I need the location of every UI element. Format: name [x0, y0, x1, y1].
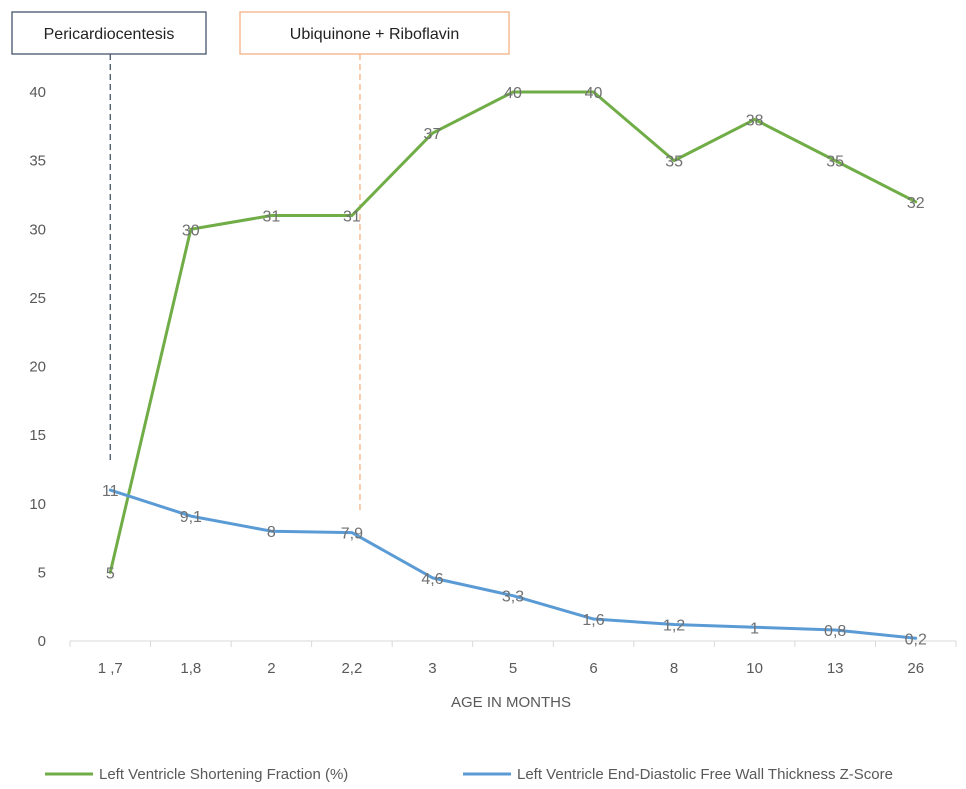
data-label: 35	[826, 154, 844, 171]
data-label: 11	[102, 483, 119, 500]
x-tick-label: 3	[428, 660, 436, 677]
data-label: 37	[424, 126, 442, 143]
data-label: 3,3	[502, 589, 524, 606]
data-label: 32	[907, 195, 925, 212]
x-tick-label: 2	[267, 660, 275, 677]
annotation-label: Pericardiocentesis	[44, 26, 175, 43]
y-tick-label: 25	[29, 290, 46, 307]
data-label: 1	[750, 620, 759, 637]
annotation-box	[11, 11, 207, 55]
y-tick-label: 20	[29, 359, 46, 376]
data-label: 1,6	[582, 612, 604, 629]
x-tick-label: 26	[907, 660, 924, 677]
y-axis: 0 5 10 15 20 25 30 35 40	[29, 84, 46, 650]
data-label: 35	[665, 154, 683, 171]
y-tick-label: 35	[29, 153, 46, 170]
data-label: 30	[182, 222, 200, 239]
series-lines	[108, 90, 918, 640]
legend: Left Ventricle Shortening Fraction (%) Le…	[45, 766, 893, 783]
x-axis: 1 ,7 1,8 2 2,2 3 5 6 8 10 13 26	[69, 641, 957, 677]
x-axis-title: AGE IN MONTHS	[451, 694, 571, 711]
data-label: 1,2	[663, 618, 685, 635]
data-label: 40	[585, 85, 603, 102]
annotations: Pericardiocentesis Ubiquinone + Riboflavi…	[11, 11, 510, 511]
y-tick-label: 0	[38, 633, 46, 650]
x-tick-label: 8	[670, 660, 678, 677]
legend-label: Left Ventricle End-Diastolic Free Wall T…	[517, 766, 893, 783]
y-tick-label: 15	[29, 427, 46, 444]
data-label: 8	[267, 524, 276, 541]
x-tick-label: 10	[746, 660, 763, 677]
data-label: 0,2	[905, 631, 927, 648]
data-label: 4,6	[421, 571, 443, 588]
data-label: 31	[262, 209, 280, 226]
data-label: 38	[746, 112, 764, 129]
y-tick-label: 40	[29, 84, 46, 101]
data-label: 31	[343, 209, 361, 226]
x-tick-label: 5	[509, 660, 517, 677]
x-tick-label: 1 ,7	[98, 660, 123, 677]
x-tick-label: 13	[827, 660, 844, 677]
x-tick-label: 1,8	[180, 660, 201, 677]
series-line-1	[108, 90, 918, 574]
series-line-2	[108, 488, 918, 640]
data-label: 5	[106, 565, 115, 582]
y-tick-label: 30	[29, 221, 46, 238]
y-tick-label: 10	[29, 496, 46, 513]
legend-label: Left Ventricle Shortening Fraction (%)	[99, 766, 348, 783]
x-tick-label: 6	[589, 660, 597, 677]
x-tick-label: 2,2	[341, 660, 362, 677]
data-labels: 5 30 31 31 37 40 40 35 38 35 32 11 9,1 8 7,9 4,6 3,3 1,6 1…	[102, 85, 927, 648]
annotation-box	[239, 11, 510, 55]
data-label: 9,1	[180, 509, 202, 526]
y-tick-label: 5	[38, 564, 46, 581]
data-label: 7,9	[341, 526, 363, 543]
data-label: 0,8	[824, 623, 846, 640]
annotation-label: Ubiquinone + Riboflavin	[290, 26, 459, 43]
data-label: 40	[504, 85, 522, 102]
